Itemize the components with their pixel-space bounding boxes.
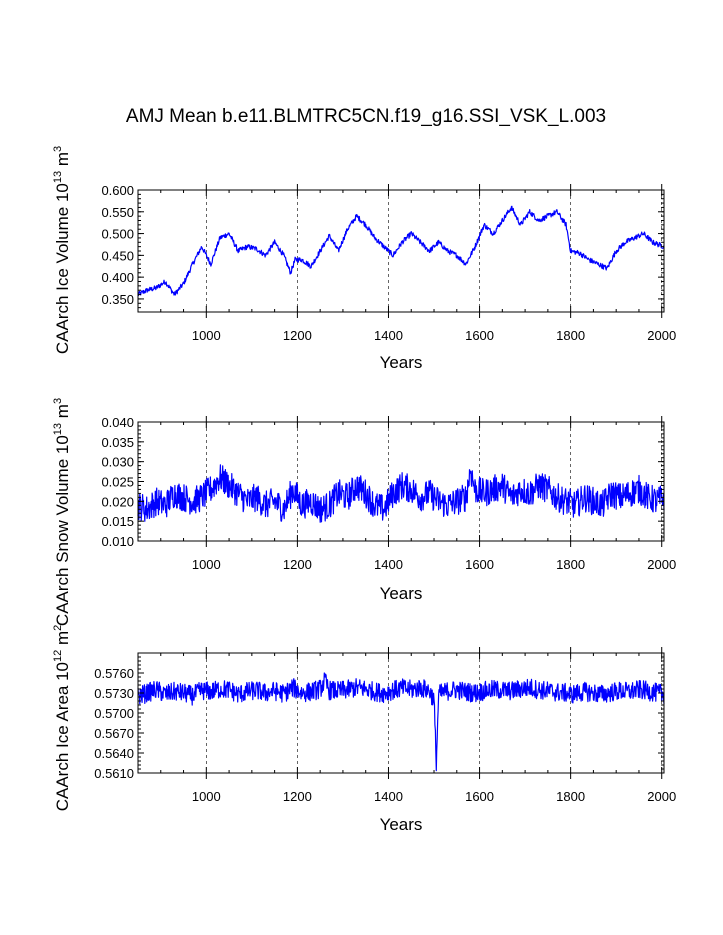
plot-frame bbox=[137, 189, 665, 313]
plot-frame bbox=[137, 652, 665, 774]
x-tick-label: 1000 bbox=[192, 789, 221, 804]
y-tick-label: 0.600 bbox=[101, 183, 134, 198]
y-tick-label: 0.5670 bbox=[94, 726, 134, 741]
y-axis-label: CAArch Ice Volume 1013 m3 bbox=[52, 146, 72, 354]
series-line bbox=[137, 464, 665, 523]
x-tick-label: 1600 bbox=[465, 328, 494, 343]
x-tick-label: 1000 bbox=[192, 328, 221, 343]
y-tick-label: 0.025 bbox=[101, 475, 134, 490]
x-tick-label: 2000 bbox=[647, 557, 676, 572]
panel-ice-area: CAArch Ice Area 1012 m2 Years 1000 1200 14… bbox=[52, 625, 676, 834]
x-tick-label: 1800 bbox=[556, 328, 585, 343]
x-tick-label: 1200 bbox=[283, 557, 312, 572]
y-tick-label: 0.5640 bbox=[94, 746, 134, 761]
y-tick-label: 0.010 bbox=[101, 534, 134, 549]
x-tick-label: 1400 bbox=[374, 557, 403, 572]
x-tick-label: 1400 bbox=[374, 328, 403, 343]
x-tick-label: 1000 bbox=[192, 557, 221, 572]
x-tick-label: 1800 bbox=[556, 789, 585, 804]
y-tick-label: 0.015 bbox=[101, 514, 134, 529]
y-tick-label: 0.040 bbox=[101, 415, 134, 430]
y-tick-label: 0.400 bbox=[101, 270, 134, 285]
panel-snow-volume: CAArch Snow Volume 1013 m3 Years 1000 120… bbox=[52, 398, 676, 626]
panel-ice-volume: CAArch Ice Volume 1013 m3 Years 1000 1200… bbox=[52, 146, 676, 372]
x-axis-label: Years bbox=[380, 353, 423, 372]
x-tick-label: 1600 bbox=[465, 789, 494, 804]
y-tick-label: 0.5760 bbox=[94, 666, 134, 681]
x-axis-label: Years bbox=[380, 815, 423, 834]
x-tick-label: 2000 bbox=[647, 328, 676, 343]
y-tick-label: 0.5700 bbox=[94, 706, 134, 721]
y-axis-label: CAArch Ice Area 1012 m2 bbox=[52, 625, 72, 812]
y-tick-label: 0.350 bbox=[101, 292, 134, 307]
figure-title: AMJ Mean b.e11.BLMTRC5CN.f19_g16.SSI_VSK… bbox=[126, 106, 606, 127]
x-tick-label: 1200 bbox=[283, 328, 312, 343]
y-tick-label: 0.550 bbox=[101, 205, 134, 220]
y-tick-label: 0.035 bbox=[101, 435, 134, 450]
x-tick-label: 1600 bbox=[465, 557, 494, 572]
x-tick-label: 2000 bbox=[647, 789, 676, 804]
x-tick-label: 1400 bbox=[374, 789, 403, 804]
series-line bbox=[137, 205, 665, 296]
y-tick-label: 0.5610 bbox=[94, 766, 134, 781]
series-line bbox=[137, 672, 665, 772]
y-tick-label: 0.500 bbox=[101, 227, 134, 242]
y-axis-label: CAArch Snow Volume 1013 m3 bbox=[52, 398, 72, 626]
x-tick-label: 1800 bbox=[556, 557, 585, 572]
x-axis-label: Years bbox=[380, 584, 423, 603]
y-tick-label: 0.020 bbox=[101, 494, 134, 509]
y-tick-label: 0.5730 bbox=[94, 686, 134, 701]
y-tick-label: 0.450 bbox=[101, 248, 134, 263]
y-tick-label: 0.030 bbox=[101, 455, 134, 470]
x-tick-label: 1200 bbox=[283, 789, 312, 804]
